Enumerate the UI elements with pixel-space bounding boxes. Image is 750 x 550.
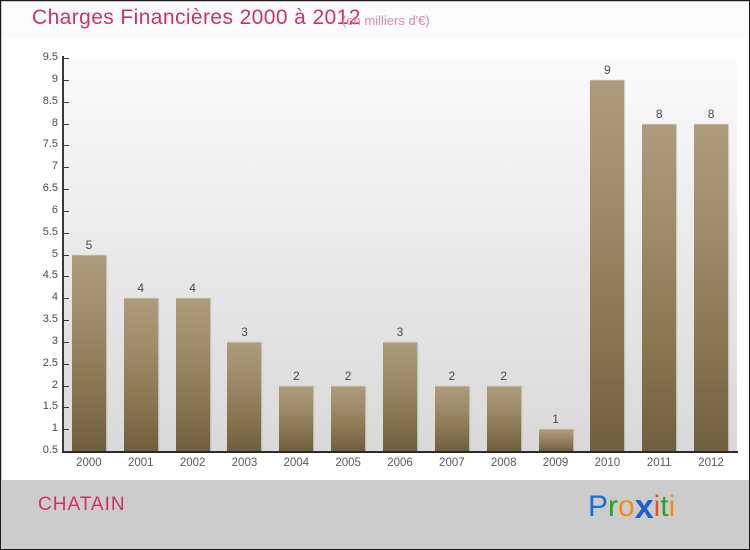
y-axis-tick — [64, 101, 69, 103]
bar[interactable] — [331, 385, 366, 451]
y-axis-tick-label: 9.5 — [42, 51, 58, 63]
chart-plot-region: 9.5 9 8.5 8 7.5 7 6.5 6 5.5 5 4.5 4 3.5 3 2.5 2 1.5 1 0.5 … — [2, 38, 749, 480]
x-axis-tick-label: 2012 — [698, 457, 724, 469]
y-axis-tick — [64, 385, 69, 387]
proxiti-logo[interactable]: Proxiti — [588, 488, 675, 524]
y-axis-tick — [64, 429, 69, 431]
y-axis-tick-label: 0.5 — [42, 444, 58, 456]
y-axis-tick — [64, 320, 69, 321]
bar[interactable] — [590, 79, 625, 451]
x-axis-tick-label: 2009 — [542, 457, 569, 469]
chart-header: Charges Financières 2000 à 2012 (en mill… — [2, 2, 749, 38]
chart-units-subtitle: (en milliers d'€) — [342, 13, 430, 28]
y-axis-tick-label: 8 — [51, 116, 58, 129]
logo-letter: t — [660, 490, 669, 523]
bar-value-label: 2 — [500, 368, 508, 383]
bar[interactable] — [227, 341, 262, 451]
y-axis-tick — [64, 123, 69, 125]
y-axis-tick-label: 8.5 — [42, 94, 58, 107]
bar-value-label: 4 — [189, 281, 196, 296]
y-axis-tick — [64, 167, 69, 169]
y-axis-tick-label: 7.5 — [42, 138, 58, 151]
y-axis-tick-label: 5.5 — [42, 225, 58, 238]
x-axis-tick-label: 2007 — [439, 457, 465, 469]
y-axis-tick — [64, 363, 69, 365]
y-axis-tick — [64, 254, 69, 256]
y-axis-tick-label: 4.5 — [42, 269, 58, 282]
bar[interactable] — [383, 341, 417, 451]
bar-value-label: 3 — [396, 324, 404, 339]
y-axis-tick — [64, 79, 69, 81]
y-axis-tick-label: 2 — [51, 378, 58, 391]
y-axis-tick-label: 1 — [51, 422, 58, 435]
logo-letter: i — [653, 490, 661, 523]
x-axis-tick-label: 2000 — [76, 457, 102, 469]
x-axis-tick-label: 2002 — [179, 457, 206, 469]
logo-letter: x — [634, 488, 654, 526]
y-axis-tick — [64, 210, 69, 212]
y-axis-tick-label: 2.5 — [42, 356, 58, 369]
bar-value-label: 1 — [552, 412, 559, 427]
y-axis-tick-label: 7 — [51, 160, 58, 173]
bar[interactable] — [642, 123, 677, 451]
y-axis-tick — [64, 407, 69, 409]
y-axis-tick-label: 4 — [51, 291, 58, 304]
y-axis-tick — [64, 189, 69, 190]
logo-letter: r — [608, 490, 619, 523]
bar-value-label: 4 — [137, 281, 145, 296]
x-axis-tick-label: 2008 — [490, 457, 517, 469]
x-axis-tick-label: 2003 — [231, 457, 258, 469]
y-axis-tick — [64, 232, 69, 234]
bar-value-label: 9 — [604, 62, 611, 77]
y-axis-tick-label: 3 — [51, 334, 58, 347]
x-axis-tick-label: 2011 — [646, 457, 672, 469]
bar-value-label: 8 — [655, 106, 663, 121]
y-axis-tick-label: 6 — [51, 203, 58, 216]
page-title: Charges Financières 2000 à 2012 — [32, 6, 361, 29]
y-axis-tick-label: 1.5 — [42, 400, 58, 413]
x-axis-tick-label: 2004 — [283, 457, 310, 469]
bar[interactable] — [694, 123, 729, 451]
bar-value-label: 5 — [85, 237, 93, 252]
y-axis-tick — [64, 451, 69, 452]
y-axis-tick-label: 9 — [51, 72, 58, 85]
bar[interactable] — [71, 254, 106, 451]
x-axis-tick-label: 2006 — [387, 457, 413, 469]
y-axis-line — [62, 56, 64, 453]
x-axis-tick-label: 2001 — [127, 457, 154, 469]
bar[interactable] — [486, 385, 521, 451]
y-axis-tick — [64, 145, 69, 147]
y-axis-tick-label: 3.5 — [42, 313, 58, 325]
y-axis-tick — [64, 276, 69, 278]
bar-value-label: 2 — [292, 368, 300, 383]
logo-letter: o — [618, 490, 635, 523]
logo-letter: i — [668, 490, 676, 523]
x-axis-tick-label: 2005 — [335, 457, 361, 469]
bar-value-label: 8 — [707, 106, 715, 121]
x-axis-tick-label: 2010 — [594, 457, 621, 469]
entity-name: CHATAIN — [38, 494, 126, 515]
bar[interactable] — [434, 385, 469, 451]
bar[interactable] — [123, 298, 158, 451]
bar[interactable] — [175, 298, 210, 451]
y-axis-tick — [64, 298, 69, 300]
bar[interactable] — [538, 429, 573, 451]
chart-footer: CHATAIN Proxiti — [2, 480, 749, 549]
x-axis-line — [62, 451, 738, 453]
y-axis-tick — [64, 341, 69, 343]
y-axis-tick — [64, 58, 69, 59]
bar-value-label: 3 — [241, 324, 248, 339]
logo-letter: P — [588, 490, 609, 523]
y-axis-tick-label: 6.5 — [42, 182, 58, 194]
bar-value-label: 2 — [344, 368, 352, 383]
y-axis-tick-label: 5 — [51, 247, 58, 260]
bar[interactable] — [279, 385, 314, 451]
bar-value-label: 2 — [448, 368, 456, 383]
